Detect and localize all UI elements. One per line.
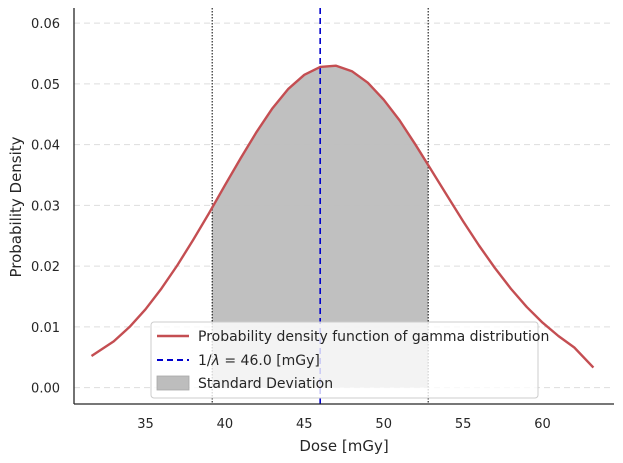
y-tick-label-4: 0.04 xyxy=(31,139,60,154)
x-axis-label: Dose [mGy] xyxy=(299,437,388,455)
y-tick-label-0: 0.00 xyxy=(31,382,60,397)
legend-mean-label: 1/λ = 46.0 [mGy] xyxy=(198,353,320,369)
y-tick-label-2: 0.02 xyxy=(31,260,60,275)
x-tick-label-5: 60 xyxy=(534,417,551,432)
std-region-fill xyxy=(212,65,429,388)
legend-mean-prefix: 1/ xyxy=(198,353,212,369)
x-tick-label-1: 40 xyxy=(217,417,234,432)
y-tick-label-6: 0.06 xyxy=(31,17,60,32)
y-tick-label-1: 0.01 xyxy=(31,321,60,336)
x-tick-label-3: 50 xyxy=(375,417,392,432)
x-tick-label-0: 35 xyxy=(137,417,154,432)
x-tick-label-2: 45 xyxy=(296,417,313,432)
std-fill-layer xyxy=(212,65,429,388)
legend-box xyxy=(150,321,539,399)
legend-mean-value: = 46.0 xyxy=(224,353,271,369)
legend-std-label: Standard Deviation xyxy=(198,376,333,392)
legend-mean-symbol: λ xyxy=(211,353,220,369)
pdf-curve xyxy=(90,64,595,369)
y-tick-label-3: 0.03 xyxy=(31,199,60,214)
legend-pdf-label: Probability density function of gamma di… xyxy=(198,329,549,345)
legend-mean-unit: [mGy] xyxy=(276,353,320,369)
x-tick-label-4: 55 xyxy=(455,417,472,432)
y-axis-label: Probability Density xyxy=(7,136,25,277)
legend-std-swatch xyxy=(156,375,190,391)
axes xyxy=(73,8,614,405)
y-tick-label-5: 0.05 xyxy=(31,78,60,93)
tick-labels: 35 40 45 50 55 60 0.00 0.01 0.02 0.03 0.04 0.05 0.06 xyxy=(31,17,551,432)
curve-layer xyxy=(90,64,595,369)
legend: Probability density function of gamma di… xyxy=(150,321,549,399)
